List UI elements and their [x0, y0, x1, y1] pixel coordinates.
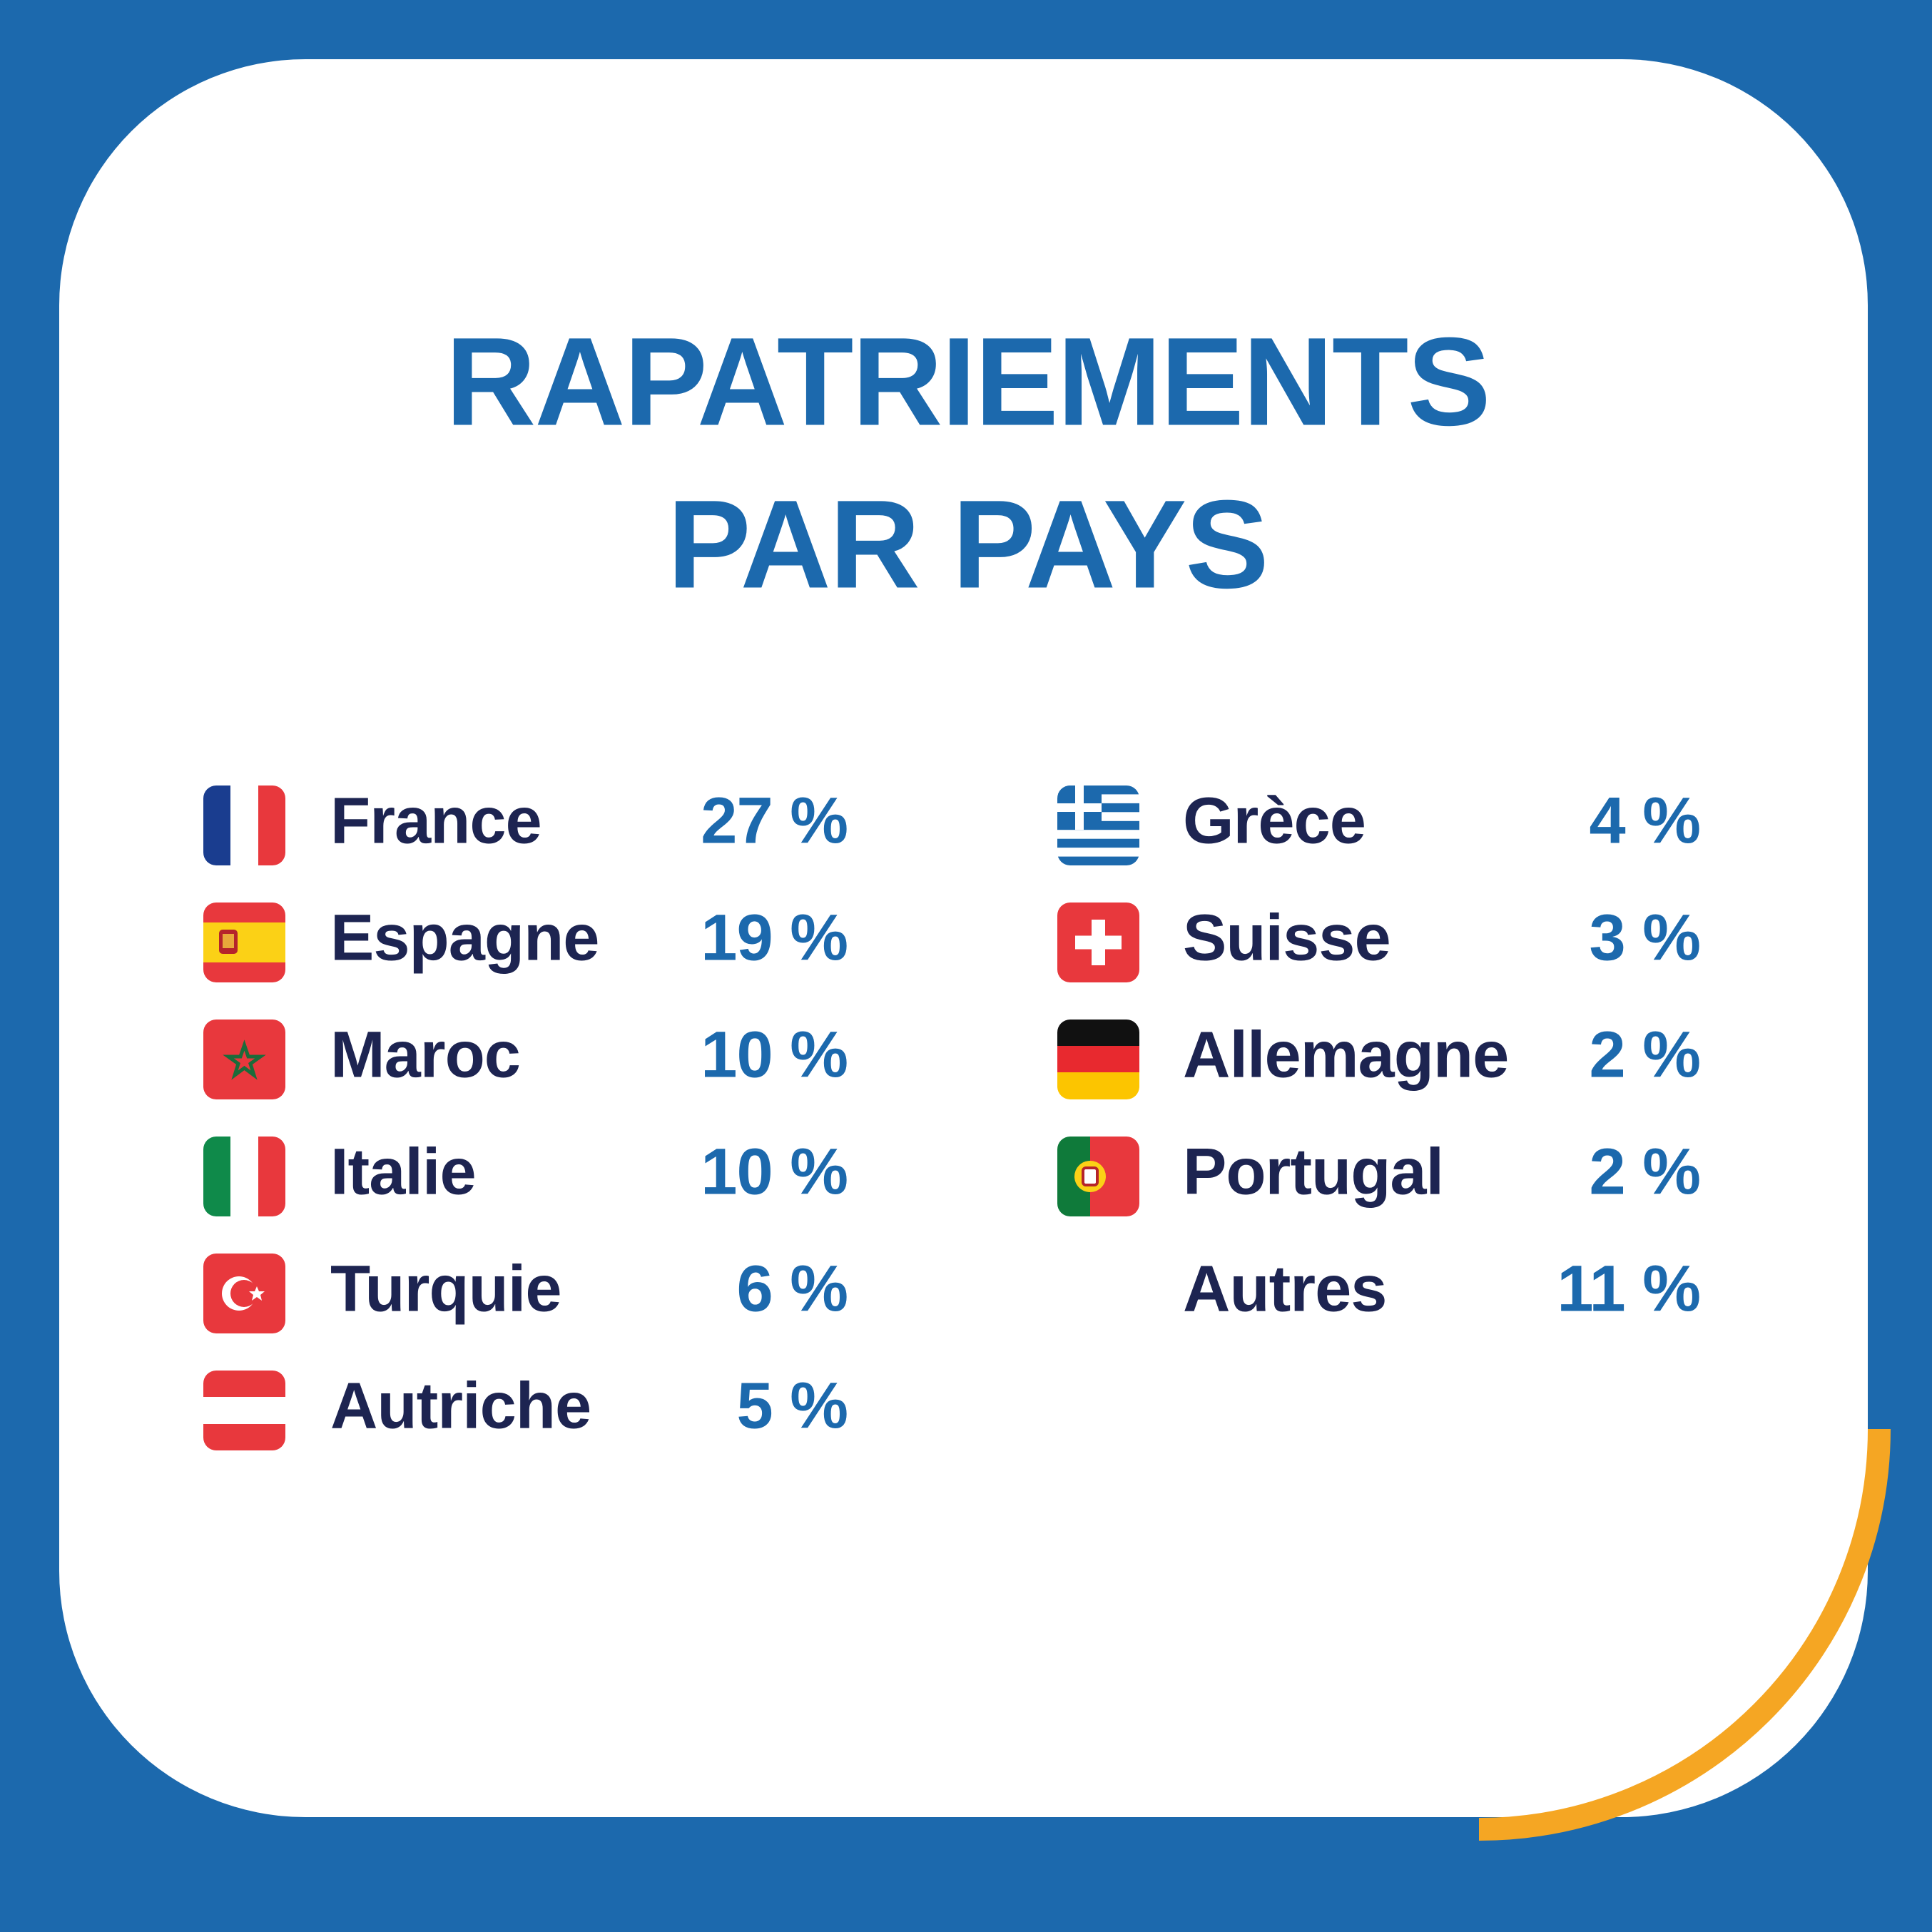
- country-name: Allemagne: [1183, 1018, 1508, 1091]
- country-share: 3 %: [1589, 901, 1700, 974]
- country-name: Espagne: [330, 901, 599, 974]
- country-share: 10 %: [701, 1135, 848, 1208]
- flag-austria: [203, 1371, 285, 1450]
- flag-italy: [203, 1137, 285, 1216]
- country-name: Autriche: [330, 1369, 591, 1442]
- flag-morocco: [203, 1020, 285, 1099]
- country-share: 4 %: [1589, 784, 1700, 857]
- country-name: Portugal: [1183, 1135, 1443, 1208]
- country-share: 6 %: [736, 1252, 848, 1325]
- flag-greece: [1057, 785, 1139, 865]
- country-name: Maroc: [330, 1018, 520, 1091]
- country-share: 5 %: [736, 1369, 848, 1442]
- flag-portugal: [1057, 1137, 1139, 1216]
- country-name: Turquie: [330, 1252, 561, 1325]
- accent-arc: [1478, 1428, 1891, 1841]
- country-name: France: [330, 784, 542, 857]
- flag-spain: [203, 903, 285, 982]
- card: [59, 59, 1868, 1817]
- country-share: 2 %: [1589, 1135, 1700, 1208]
- country-share: 10 %: [701, 1018, 848, 1091]
- flag-france: [203, 785, 285, 865]
- flag-switzerland: [1057, 903, 1139, 982]
- flag-turkey: [203, 1254, 285, 1333]
- country-name: Autres: [1183, 1252, 1386, 1325]
- country-name: Grèce: [1183, 784, 1366, 857]
- title-line: PAR PAYS: [667, 474, 1267, 614]
- flag-germany: [1057, 1020, 1139, 1099]
- country-share: 27 %: [701, 784, 848, 857]
- country-name: Suisse: [1183, 901, 1390, 974]
- country-name: Italie: [330, 1135, 476, 1208]
- country-share: 19 %: [701, 901, 848, 974]
- country-share: 11 %: [1557, 1252, 1700, 1325]
- title-line: RAPATRIEMENTS: [445, 312, 1489, 452]
- country-share: 2 %: [1589, 1018, 1700, 1091]
